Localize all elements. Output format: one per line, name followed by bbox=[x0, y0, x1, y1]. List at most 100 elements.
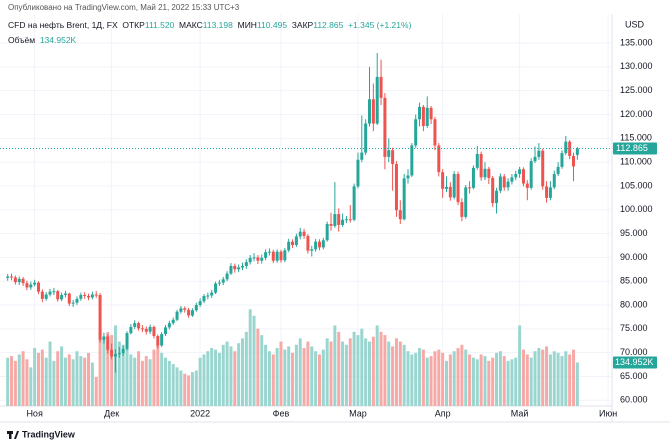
candle-body bbox=[329, 224, 333, 226]
volume-bar bbox=[460, 344, 464, 406]
candle-body bbox=[87, 295, 91, 298]
candle-body bbox=[225, 273, 229, 280]
volume-bar bbox=[452, 351, 456, 406]
candle-body bbox=[21, 278, 25, 284]
volume-bar bbox=[36, 352, 40, 406]
candle-body bbox=[537, 150, 541, 157]
volume-bar bbox=[394, 338, 398, 406]
candle-body bbox=[406, 175, 410, 179]
candle-body bbox=[144, 328, 148, 332]
candle-body bbox=[98, 295, 102, 340]
volume-bar bbox=[545, 346, 549, 406]
volume-bar bbox=[190, 372, 194, 406]
candle-body bbox=[529, 161, 533, 188]
candle-body bbox=[79, 295, 83, 299]
volume-bar bbox=[94, 377, 98, 406]
candle-body bbox=[33, 282, 37, 285]
symbol-title: CFD на нефть Brent, 1Д, FX bbox=[8, 20, 118, 30]
x-tick-label: Мар bbox=[349, 408, 367, 418]
volume-bar bbox=[98, 328, 102, 406]
candle-body bbox=[110, 349, 114, 357]
y-tick-label: 120.000 bbox=[620, 109, 653, 119]
volume-bar bbox=[179, 370, 183, 406]
candle-body bbox=[198, 301, 202, 306]
candle-body bbox=[148, 326, 152, 332]
y-tick-label: 105.000 bbox=[620, 180, 653, 190]
candle-body bbox=[194, 305, 198, 311]
candle-body bbox=[560, 153, 564, 167]
candle-body bbox=[94, 294, 98, 296]
logo-icon bbox=[7, 431, 19, 439]
candle-body bbox=[487, 168, 491, 178]
volume-bar bbox=[344, 344, 348, 406]
x-tick-label: 2022 bbox=[190, 408, 210, 418]
high-label: МАКС bbox=[179, 20, 203, 30]
candle-body bbox=[183, 308, 187, 310]
candle-body bbox=[298, 231, 302, 237]
volume-bar bbox=[287, 346, 291, 406]
volume-bar bbox=[533, 351, 537, 406]
volume-bar bbox=[314, 351, 318, 406]
volume-bar bbox=[52, 360, 56, 406]
volume-bar bbox=[456, 348, 460, 406]
volume-bar bbox=[83, 357, 87, 406]
volume-bar bbox=[221, 344, 225, 406]
volume-bar bbox=[283, 349, 287, 406]
candle-body bbox=[83, 295, 87, 297]
candle-body bbox=[502, 176, 506, 188]
volume-bar bbox=[206, 351, 210, 406]
volume-bar bbox=[560, 356, 564, 406]
candle-body bbox=[202, 295, 206, 302]
legend: CFD на нефть Brent, 1Д, FX ОТКР111.520 М… bbox=[8, 20, 411, 30]
candle-body bbox=[279, 251, 283, 261]
x-tick-label: Май bbox=[511, 408, 529, 418]
volume-title: Объём bbox=[8, 35, 36, 45]
volume-bar bbox=[321, 349, 325, 406]
volume-bar bbox=[302, 348, 306, 406]
candle-body bbox=[175, 311, 179, 320]
candle-body bbox=[433, 119, 437, 146]
candle-body bbox=[575, 148, 579, 155]
volume-bar bbox=[421, 349, 425, 406]
candle-body bbox=[67, 293, 71, 304]
volume-bar bbox=[521, 349, 525, 406]
candle-body bbox=[464, 187, 468, 217]
volume-bar bbox=[129, 354, 133, 406]
candle-body bbox=[25, 283, 29, 288]
volume-bar bbox=[529, 357, 533, 406]
candle-body bbox=[444, 186, 448, 189]
volume-bar bbox=[133, 357, 137, 406]
published: Опубликовано на TradingView.com, Май 21,… bbox=[8, 3, 240, 12]
candle-body bbox=[310, 249, 314, 251]
high-value: 113.198 bbox=[202, 20, 233, 30]
grid bbox=[0, 14, 612, 406]
volume-bar bbox=[464, 349, 468, 406]
candle-body bbox=[40, 291, 44, 299]
volume-bar bbox=[325, 338, 329, 406]
volume-bar bbox=[510, 359, 514, 406]
volume-bar bbox=[171, 364, 175, 406]
y-tick-label: 85.000 bbox=[620, 276, 648, 286]
volume-bar bbox=[202, 354, 206, 406]
candle-body bbox=[113, 354, 117, 357]
y-tick-label: 135.000 bbox=[620, 37, 653, 47]
candle-body bbox=[283, 250, 287, 261]
volume-bar bbox=[148, 359, 152, 406]
volume-bar bbox=[67, 354, 71, 406]
candle-body bbox=[398, 210, 402, 220]
candle-body bbox=[425, 107, 429, 126]
low-value: 110.495 bbox=[256, 20, 288, 30]
candle-body bbox=[133, 323, 137, 327]
volume-bar bbox=[406, 351, 410, 406]
candle-body bbox=[233, 265, 237, 270]
volume-bar bbox=[210, 348, 214, 406]
volume-bar bbox=[33, 348, 37, 406]
volume-bar bbox=[572, 349, 576, 406]
candle-body bbox=[541, 150, 545, 187]
candle-body bbox=[17, 278, 21, 283]
volume-bar bbox=[437, 349, 441, 406]
volume-bar bbox=[337, 331, 341, 406]
candle-body bbox=[356, 159, 360, 187]
candle-body bbox=[491, 177, 495, 204]
volume-bar bbox=[475, 359, 479, 406]
